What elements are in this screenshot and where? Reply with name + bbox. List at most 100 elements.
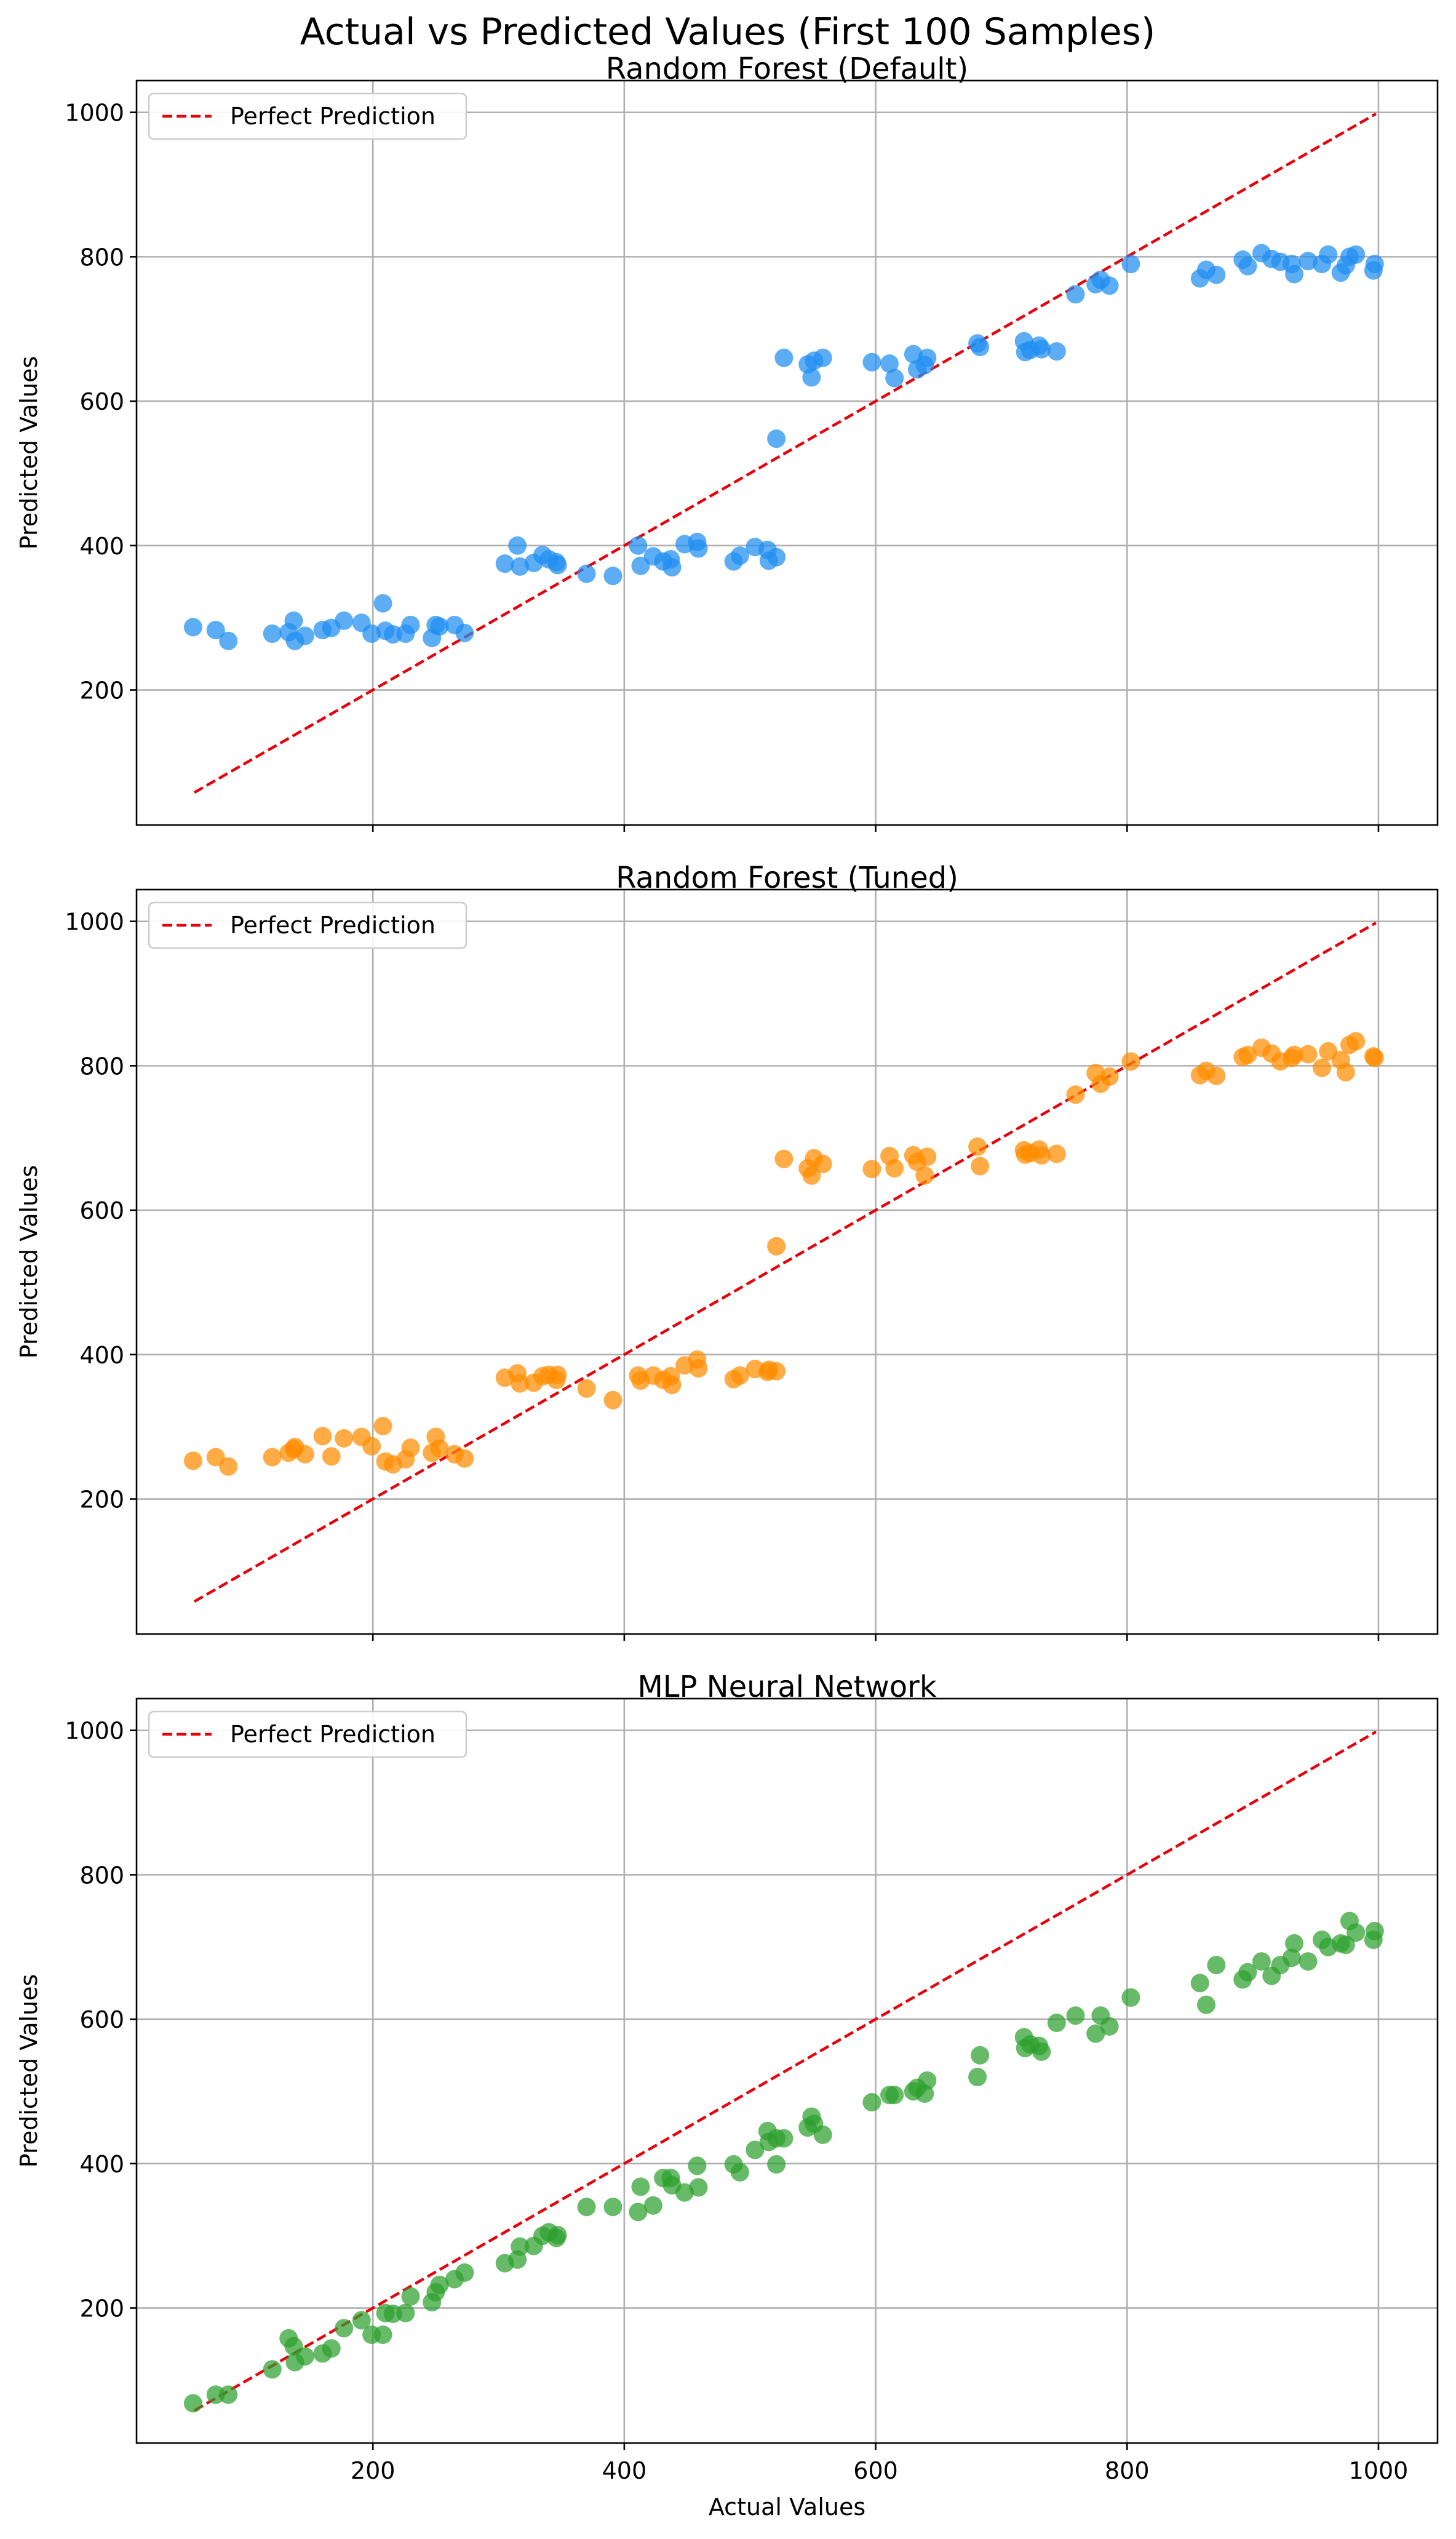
data-point	[971, 1157, 990, 1176]
data-point	[802, 368, 821, 387]
data-point	[1365, 255, 1384, 274]
y-tick-label: 400	[79, 533, 124, 560]
data-point	[1066, 2006, 1085, 2025]
data-point	[915, 1166, 934, 1185]
data-point	[1100, 2017, 1119, 2036]
data-point	[206, 1448, 225, 1467]
data-point	[548, 1365, 567, 1384]
data-point	[774, 1149, 794, 1168]
data-point	[767, 2154, 786, 2174]
data-point	[1121, 255, 1140, 274]
y-axis-label: Predicted Values	[15, 1974, 42, 2168]
data-point	[1319, 245, 1338, 264]
data-point	[1047, 1144, 1066, 1163]
data-point	[1100, 276, 1119, 295]
y-tick-label: 200	[79, 2295, 124, 2322]
data-point	[1252, 1952, 1271, 1971]
data-point	[1238, 1963, 1257, 1982]
data-point	[885, 2086, 904, 2105]
data-point	[1047, 342, 1066, 361]
data-point	[689, 539, 708, 558]
data-point	[918, 1147, 937, 1166]
y-tick-label: 400	[79, 1342, 124, 1369]
data-point	[511, 557, 530, 576]
data-point	[362, 1437, 381, 1456]
legend: Perfect Prediction	[148, 92, 467, 140]
data-point	[774, 2129, 794, 2148]
data-point	[1336, 1935, 1355, 1955]
data-point	[1238, 257, 1257, 276]
y-tick-label: 800	[79, 1862, 124, 1889]
data-point	[183, 1451, 202, 1470]
data-point	[1347, 1923, 1366, 1942]
data-point	[746, 2140, 765, 2159]
data-point	[918, 2071, 937, 2090]
legend-label: Perfect Prediction	[230, 1721, 436, 1748]
data-point	[1347, 245, 1366, 264]
data-point	[313, 1427, 332, 1446]
data-point	[1032, 2042, 1051, 2061]
perfect-prediction-line	[193, 113, 1377, 794]
data-point	[295, 2347, 314, 2366]
data-point	[968, 1137, 987, 1156]
data-point	[335, 611, 354, 630]
axes-frame	[135, 888, 1439, 1635]
data-point	[643, 2196, 662, 2215]
data-point	[295, 1445, 314, 1464]
data-point	[885, 1159, 904, 1178]
data-point	[1197, 1995, 1215, 2014]
data-point	[401, 615, 420, 634]
data-point	[183, 618, 202, 637]
data-point	[730, 2162, 749, 2182]
data-point	[968, 2067, 987, 2086]
y-tick-label: 800	[79, 244, 124, 271]
y-tick-label: 1000	[65, 100, 124, 127]
data-point	[508, 536, 527, 555]
data-point	[813, 1154, 832, 1173]
data-point	[629, 536, 648, 555]
y-tick-label: 200	[79, 1486, 124, 1513]
y-tick-label: 200	[79, 677, 124, 704]
data-point	[1047, 2013, 1066, 2032]
axes-frame	[135, 1697, 1439, 2444]
data-point	[662, 1376, 682, 1395]
y-tick-label: 600	[79, 2006, 124, 2033]
data-point	[1365, 1921, 1384, 1940]
data-point	[548, 2225, 567, 2244]
data-point	[1207, 1956, 1226, 1975]
axes-frame	[135, 79, 1439, 826]
data-point	[430, 2275, 449, 2294]
y-axis-label: Predicted Values	[15, 356, 42, 550]
data-point	[603, 567, 623, 586]
data-point	[1100, 1067, 1119, 1086]
data-point	[263, 624, 282, 643]
data-point	[511, 1374, 530, 1393]
data-point	[767, 1361, 786, 1381]
data-point	[455, 2263, 474, 2282]
data-point	[1282, 1948, 1301, 1967]
data-point	[1207, 1066, 1226, 1085]
y-tick-label: 600	[79, 388, 124, 415]
data-point	[577, 564, 596, 583]
data-point	[455, 1449, 474, 1468]
data-point	[455, 623, 474, 642]
data-point	[767, 1237, 786, 1256]
data-point	[1347, 1032, 1366, 1051]
data-point	[1285, 265, 1304, 284]
x-tick-label: 800	[1105, 2457, 1150, 2484]
data-point	[577, 2198, 596, 2217]
y-tick-label: 1000	[65, 1718, 124, 1745]
data-point	[1238, 1045, 1257, 1064]
y-tick-label: 1000	[65, 909, 124, 936]
data-point	[971, 338, 990, 357]
perfect-prediction-line	[193, 922, 1377, 1603]
data-point	[206, 621, 225, 640]
data-point	[401, 1438, 420, 1457]
y-tick-label: 600	[79, 1197, 124, 1224]
data-point	[1299, 1045, 1318, 1064]
data-point	[1032, 340, 1051, 359]
legend: Perfect Prediction	[148, 1710, 467, 1758]
